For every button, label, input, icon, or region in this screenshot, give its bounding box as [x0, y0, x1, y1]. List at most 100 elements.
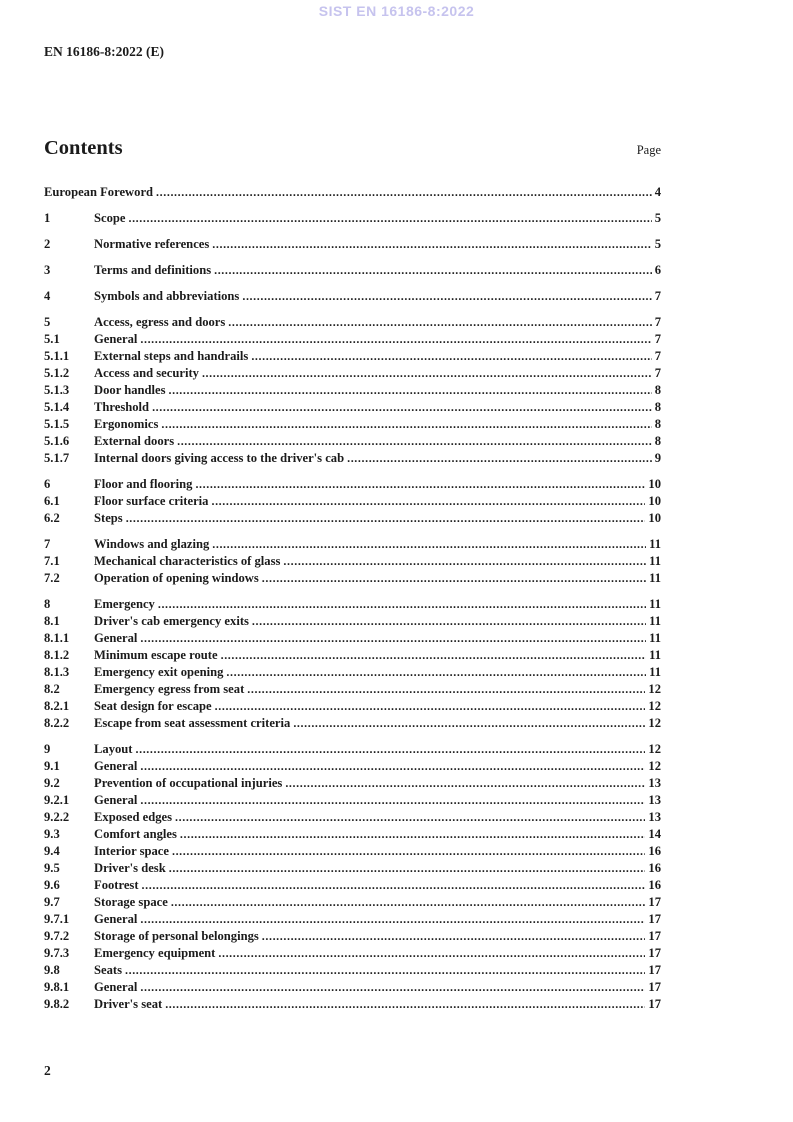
toc-entry-page: 11: [649, 648, 661, 662]
toc-leader-dots: [211, 493, 645, 510]
toc-leader-dots: [242, 288, 651, 305]
toc-entry-number: 6.2: [44, 511, 60, 525]
toc-row: 9.2.2 Exposed edges 13: [44, 809, 661, 826]
toc-entry-number: 8.1.1: [44, 631, 70, 645]
toc-leader-dots: [221, 647, 647, 664]
toc-entry-page: 11: [649, 665, 661, 679]
toc-leader-dots: [283, 553, 646, 570]
toc-leader-dots: [161, 416, 651, 433]
toc-entry-number: 9.1: [44, 759, 60, 773]
toc-leader-dots: [142, 877, 646, 894]
toc-entry-page: 11: [649, 554, 661, 568]
toc: European Foreword 4 1 Scope 5 2 Normative refe…: [44, 184, 661, 1013]
toc-entry-page: 4: [654, 185, 661, 199]
toc-entry-number: 8: [44, 597, 51, 611]
toc-entry-title: Emergency exit opening: [94, 665, 224, 679]
toc-entry-page: 12: [648, 759, 661, 773]
toc-entry-page: 8: [654, 434, 661, 448]
toc-row: 9.7.1 General 17: [44, 911, 661, 928]
toc-leader-dots: [285, 775, 645, 792]
toc-row: 5.1 General 7: [44, 331, 661, 348]
document-reference: EN 16186-8:2022 (E): [44, 44, 164, 59]
toc-entry-page: 13: [648, 793, 661, 807]
toc-entry-title: Exposed edges: [94, 810, 173, 824]
toc-entry-number: 9.2.2: [44, 810, 70, 824]
toc-entry-page: 7: [654, 349, 661, 363]
toc-row: 9.8.1 General 17: [44, 979, 661, 996]
toc-entry-number: 7: [44, 537, 51, 551]
toc-entry-page: 17: [648, 997, 661, 1011]
toc-entry-title: Terms and definitions: [94, 263, 212, 277]
toc-row: 9.2.1 General 13: [44, 792, 661, 809]
toc-entry-title: General: [94, 793, 138, 807]
toc-entry-page: 13: [648, 810, 661, 824]
toc-leader-dots: [218, 945, 645, 962]
toc-entry-title: Prevention of occupational injuries: [94, 776, 283, 790]
toc-entry-title: Threshold: [94, 400, 150, 414]
toc-entry-number: 9.3: [44, 827, 60, 841]
toc-entry-page: 17: [648, 946, 661, 960]
toc-entry-page: 7: [654, 332, 661, 346]
toc-leader-dots: [126, 510, 646, 527]
toc-row: 8.1.3 Emergency exit opening 11: [44, 664, 661, 681]
toc-entry-number: 9.7.1: [44, 912, 70, 926]
toc-entry-page: 8: [654, 400, 661, 414]
watermark-text: SIST EN 16186-8:2022: [318, 3, 475, 19]
toc-row: 8.2.2 Escape from seat assessment criteri…: [44, 715, 661, 732]
toc-leader-dots: [140, 911, 645, 928]
toc-entry-title: Storage space: [94, 895, 168, 909]
toc-entry-title: Emergency equipment: [94, 946, 216, 960]
toc-entry-title: Mechanical characteristics of glass: [94, 554, 281, 568]
footer-page-number: 2: [44, 1063, 51, 1078]
toc-group: 7 Windows and glazing 11 7.1 Mechanical char…: [44, 536, 661, 587]
toc-entry-title: Footrest: [94, 878, 139, 892]
toc-row: European Foreword 4: [44, 184, 661, 201]
toc-leader-dots: [180, 826, 646, 843]
toc-entry-page: 12: [648, 716, 661, 730]
toc-entry-title: Driver's cab emergency exits: [94, 614, 249, 628]
toc-entry-number: 3: [44, 263, 51, 277]
toc-entry-number: 9.7: [44, 895, 60, 909]
page-column-label: Page: [636, 143, 661, 157]
toc-leader-dots: [177, 433, 652, 450]
toc-row: 9 Layout 12: [44, 741, 661, 758]
toc-entry-title: General: [94, 980, 138, 994]
toc-group: 9 Layout 12 9.1 General 12 9.2 Prevention of oc…: [44, 741, 661, 1013]
toc-row: 6 Floor and flooring 10: [44, 476, 661, 493]
toc-leader-dots: [226, 664, 646, 681]
toc-entry-number: 9.2: [44, 776, 60, 790]
toc-leader-dots: [140, 792, 645, 809]
toc-entry-number: 5.1.4: [44, 400, 70, 414]
toc-entry-number: 9.5: [44, 861, 60, 875]
toc-row: 7.1 Mechanical characteristics of glass 11: [44, 553, 661, 570]
toc-row: 9.6 Footrest 16: [44, 877, 661, 894]
toc-row: 9.7.3 Emergency equipment 17: [44, 945, 661, 962]
toc-leader-dots: [169, 860, 646, 877]
toc-row: 5.1.5 Ergonomics 8: [44, 416, 661, 433]
toc-row: 8 Emergency 11: [44, 596, 661, 613]
toc-entry-title: General: [94, 912, 138, 926]
toc-entry-page: 17: [648, 963, 661, 977]
toc-entry-title: Driver's seat: [94, 997, 163, 1011]
toc-entry-page: 7: [654, 315, 661, 329]
toc-entry-number: 9: [44, 742, 51, 756]
toc-row: 8.1.1 General 11: [44, 630, 661, 647]
toc-row: 5.1.7 Internal doors giving access to the…: [44, 450, 661, 467]
toc-group: 4 Symbols and abbreviations 7: [44, 288, 661, 305]
toc-entry-number: 5: [44, 315, 51, 329]
toc-entry-page: 11: [649, 614, 661, 628]
toc-entry-page: 13: [648, 776, 661, 790]
toc-leader-dots: [128, 210, 651, 227]
toc-leader-dots: [212, 536, 646, 553]
toc-leader-dots: [214, 262, 652, 279]
toc-entry-number: 8.2.1: [44, 699, 70, 713]
toc-entry-title: Ergonomics: [94, 417, 159, 431]
toc-row: 6.2 Steps 10: [44, 510, 661, 527]
toc-leader-dots: [152, 399, 652, 416]
toc-row: 9.1 General 12: [44, 758, 661, 775]
toc-group: 3 Terms and definitions 6: [44, 262, 661, 279]
toc-entry-number: 9.6: [44, 878, 60, 892]
toc-entry-number: 9.8: [44, 963, 60, 977]
toc-entry-page: 7: [654, 289, 661, 303]
